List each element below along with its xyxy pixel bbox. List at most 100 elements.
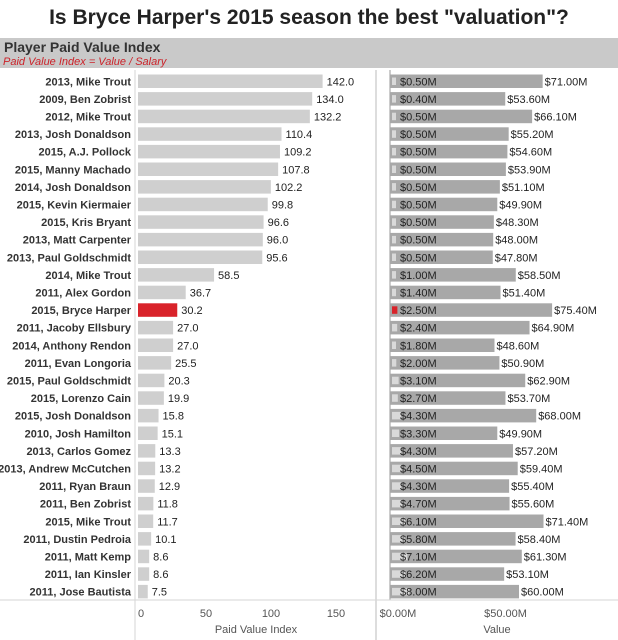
pvi-bar (138, 92, 313, 106)
value-data-label: $51.40M (503, 287, 546, 299)
salary-bar (392, 130, 396, 138)
salary-bar (392, 570, 406, 578)
salary-bar (392, 535, 405, 543)
salary-data-label: $4.30M (400, 446, 437, 458)
salary-data-label: $0.50M (400, 164, 437, 176)
category-label: 2015, A.J. Pollock (38, 147, 131, 159)
value-bar (390, 496, 510, 511)
value-bar (390, 426, 498, 440)
salary-bar (392, 464, 402, 473)
pvi-data-label: 110.4 (286, 129, 313, 141)
salary-data-label: $2.00M (400, 358, 437, 370)
pvi-bar (138, 373, 165, 388)
pvi-tick-label: 100 (262, 608, 280, 620)
salary-data-label: $4.70M (400, 499, 437, 511)
pvi-data-label: 36.7 (190, 287, 211, 299)
panel-title: Player Paid Value Index (4, 39, 161, 55)
pvi-data-label: 102.2 (275, 182, 303, 194)
salary-data-label: $4.50M (400, 463, 437, 475)
salary-data-label: $2.40M (400, 323, 437, 335)
category-label: 2011, Dustin Pedroia (23, 534, 131, 546)
pvi-bar (138, 426, 158, 440)
category-label: 2011, Matt Kemp (45, 551, 131, 563)
salary-bar (392, 147, 396, 156)
value-bar (390, 444, 513, 458)
category-label: 2014, Mike Trout (45, 270, 131, 282)
salary-bar (392, 235, 396, 244)
value-data-label: $71.00M (545, 76, 588, 88)
value-bar (390, 373, 526, 388)
salary-bar (392, 359, 397, 367)
value-data-label: $49.90M (499, 428, 542, 440)
chart-subtitle: Paid Value Index = Value / Salary (3, 56, 168, 68)
salary-data-label: $1.00M (400, 270, 437, 282)
category-label: 2013, Josh Donaldson (15, 129, 131, 141)
value-bar (390, 92, 506, 106)
category-label: 2011, Ben Zobrist (40, 499, 131, 511)
value-data-label: $53.70M (507, 393, 550, 405)
salary-data-label: $0.50M (400, 147, 437, 159)
pvi-bar (138, 74, 323, 88)
salary-bar (392, 183, 396, 191)
panel-header (0, 38, 618, 68)
category-label: 2015, Kris Bryant (41, 217, 131, 229)
value-data-label: $62.90M (527, 375, 570, 387)
pvi-bar (138, 215, 264, 229)
category-label: 2015, Josh Donaldson (15, 411, 131, 423)
salary-data-label: $3.10M (400, 375, 437, 387)
pvi-bar (138, 584, 148, 599)
value-bar (390, 197, 498, 212)
pvi-data-label: 13.2 (159, 463, 180, 475)
salary-data-label: $0.40M (400, 94, 437, 106)
value-data-label: $59.40M (520, 463, 563, 475)
pvi-bar (138, 549, 150, 564)
salary-data-label: $1.80M (400, 340, 437, 352)
pvi-bar (138, 532, 152, 546)
pvi-data-label: 10.1 (155, 534, 176, 546)
salary-bar (392, 376, 399, 385)
pvi-data-label: 132.2 (314, 111, 342, 123)
value-data-label: $48.30M (496, 217, 539, 229)
category-label: 2013, Andrew McCutchen (0, 463, 131, 475)
pvi-bar (138, 444, 156, 458)
value-data-label: $75.40M (554, 305, 597, 317)
value-bar (390, 144, 508, 159)
pvi-data-label: 15.8 (163, 411, 184, 423)
category-label: 2011, Ryan Braun (39, 481, 131, 493)
pvi-data-label: 19.9 (168, 393, 189, 405)
salary-data-label: $1.40M (400, 287, 437, 299)
pvi-bar (138, 109, 310, 124)
salary-data-label: $0.50M (400, 217, 437, 229)
chart-title: Is Bryce Harper's 2015 season the best "… (49, 6, 569, 29)
category-label: 2014, Josh Donaldson (15, 182, 131, 194)
value-tick-label: $0.00M (380, 608, 417, 620)
pvi-data-label: 142.0 (327, 76, 355, 88)
pvi-data-label: 11.7 (157, 516, 178, 528)
pvi-bar (138, 144, 280, 159)
value-bar (390, 356, 500, 370)
value-bar (390, 74, 543, 88)
salary-bar (392, 552, 408, 561)
salary-bar (392, 499, 403, 508)
pvi-bar (138, 268, 215, 282)
pvi-tick-label: 150 (327, 608, 345, 620)
salary-bar (392, 288, 396, 297)
salary-bar (392, 165, 396, 173)
salary-data-label: $5.80M (400, 534, 437, 546)
pvi-bar (138, 514, 154, 528)
value-bar (390, 532, 516, 546)
pvi-bar (138, 162, 279, 176)
pvi-bar (138, 303, 178, 317)
salary-bar (392, 394, 398, 402)
salary-bar (392, 253, 396, 261)
salary-bar (392, 112, 396, 121)
pvi-bar (138, 461, 156, 476)
pvi-data-label: 96.0 (267, 235, 288, 247)
salary-data-label: $2.70M (400, 393, 437, 405)
pvi-bar (138, 232, 263, 247)
pvi-data-label: 58.5 (218, 270, 239, 282)
salary-data-label: $6.20M (400, 569, 437, 581)
value-data-label: $71.40M (546, 516, 589, 528)
value-bar (390, 549, 522, 564)
value-data-label: $55.20M (511, 129, 554, 141)
